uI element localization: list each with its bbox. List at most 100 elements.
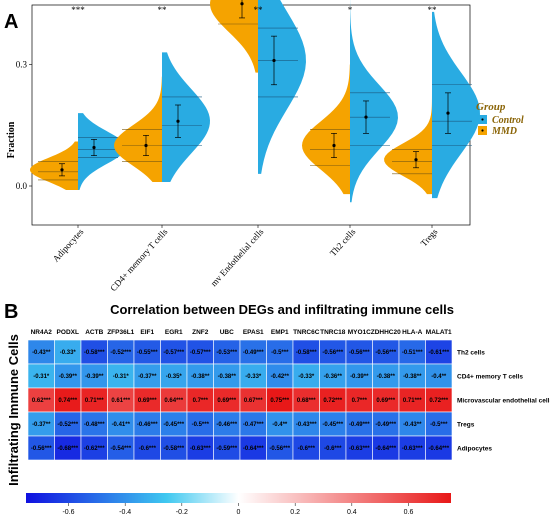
heatmap-row-labels: Th2 cells CD4+ memory T cells Microvascula… <box>457 350 550 453</box>
panel-a-label: A <box>4 11 18 33</box>
violin-group <box>302 0 398 203</box>
heatmap-cells: -0.43** -0.33* -0.58*** -0.52*** -0.55*** -0.… <box>27 339 453 461</box>
colorbar-tick-label: 0.2 <box>290 509 300 516</box>
mean-point <box>446 111 450 115</box>
heatmap-cell <box>80 339 108 365</box>
heatmap-cell <box>213 363 241 389</box>
heatmap-cell-label: 0.67*** <box>244 398 263 404</box>
heatmap-cell-label: -0.38** <box>218 374 237 380</box>
heatmap-cell <box>213 435 241 461</box>
heatmap-cell-label: -0.4** <box>431 374 447 380</box>
heatmap-cell <box>107 411 135 437</box>
heatmap-cell <box>54 387 82 413</box>
significance-label: ** <box>158 5 168 15</box>
heatmap-cell <box>425 435 453 461</box>
heatmap-cell-label: -0.61*** <box>428 350 449 356</box>
heatmap-row-label: Adipocytes <box>457 446 492 453</box>
heatmap-cell-label: -0.5*** <box>192 422 210 428</box>
heatmap-cell-label: 0.71*** <box>403 398 422 404</box>
colorbar-tick-label: 0.4 <box>347 509 357 516</box>
heatmap-cell-label: -0.47*** <box>243 422 264 428</box>
heatmap-cell <box>292 435 320 461</box>
heatmap-cell-label: 0.69*** <box>376 398 395 404</box>
heatmap-cell <box>80 363 108 389</box>
gene-column-label: MYO1C <box>348 329 371 336</box>
heatmap-cell <box>133 387 161 413</box>
violin-group <box>114 52 210 182</box>
mean-point <box>414 158 418 162</box>
heatmap-cell-label: -0.45*** <box>163 422 184 428</box>
heatmap-cell <box>319 435 347 461</box>
heatmap-cell-label: -0.31* <box>113 374 130 380</box>
gene-column-label: EGR1 <box>165 329 183 336</box>
legend-dot <box>481 129 484 132</box>
heatmap-cell <box>27 435 55 461</box>
y-tick-label: 0.0 <box>16 181 28 191</box>
heatmap-cell-label: -0.39** <box>59 374 78 380</box>
significance-label: ** <box>428 5 438 15</box>
heatmap-cell-label: -0.38** <box>403 374 422 380</box>
heatmap-cell <box>186 387 214 413</box>
heatmap-cell-label: 0.74*** <box>58 398 77 404</box>
heatmap-cell-label: 0.69*** <box>138 398 157 404</box>
panel-b-label: B <box>4 301 18 323</box>
gene-column-label: ZDHHC20 <box>371 329 401 336</box>
heatmap-cell-label: -0.64*** <box>428 446 449 452</box>
heatmap-title: Correlation between DEGs and infiltratin… <box>110 302 454 317</box>
heatmap-cell <box>186 339 214 365</box>
legend-title: Group <box>476 101 506 113</box>
legend: Group Control MMD <box>476 101 524 137</box>
mean-point <box>240 2 244 6</box>
heatmap-cell <box>133 435 161 461</box>
heatmap-cell-label: -0.41** <box>112 422 131 428</box>
heatmap-cell <box>54 339 82 365</box>
heatmap-cell-label: 0.71*** <box>85 398 104 404</box>
x-tick-label: Adipocytes <box>51 226 86 264</box>
heatmap-cell-label: 0.68*** <box>297 398 316 404</box>
heatmap-cell <box>292 339 320 365</box>
heatmap-row-label: Th2 cells <box>457 350 485 357</box>
mean-point <box>272 58 276 63</box>
heatmap-cell <box>186 363 214 389</box>
heatmap-cell-label: -0.43** <box>32 350 51 356</box>
heatmap-cell-label: 0.64*** <box>164 398 183 404</box>
heatmap-cell <box>266 363 294 389</box>
heatmap-cell-label: 0.72*** <box>429 398 448 404</box>
significance-marks: *** ** ** * ** <box>71 5 437 15</box>
violin-mmd <box>384 84 432 195</box>
heatmap-cell-label: 0.7*** <box>352 398 368 404</box>
heatmap-cell-label: -0.49*** <box>243 350 264 356</box>
violin-mmd <box>30 141 79 191</box>
gene-column-label: EIF1 <box>140 329 154 336</box>
mean-point <box>332 143 336 148</box>
heatmap-cell <box>372 339 400 365</box>
heatmap-cell-label: -0.64*** <box>375 446 396 452</box>
heatmap-cell <box>80 387 108 413</box>
heatmap-cell-label: 0.75*** <box>270 398 289 404</box>
heatmap-cell-label: -0.64*** <box>243 446 264 452</box>
mean-point <box>364 115 368 119</box>
heatmap-cell-label: -0.48*** <box>84 422 105 428</box>
heatmap-cell-label: -0.38** <box>377 374 396 380</box>
heatmap-cell <box>319 363 347 389</box>
heatmap-cell <box>54 435 82 461</box>
mean-point <box>144 143 148 148</box>
heatmap-cell-label: -0.63*** <box>349 446 370 452</box>
violin-group <box>384 11 480 199</box>
heatmap-cell-label: -0.51*** <box>402 350 423 356</box>
gene-column-label: EPAS1 <box>243 329 264 336</box>
heatmap-cell-label: -0.68*** <box>57 446 78 452</box>
x-axis: Adipocytes CD4+ memory T cells mv Endothel… <box>51 225 440 293</box>
legend-label-mmd: MMD <box>491 126 517 137</box>
heatmap-cell <box>160 339 188 365</box>
x-tick-label: Th2 cells <box>328 226 358 258</box>
heatmap-cell <box>372 363 400 389</box>
heatmap-cell-label: -0.58*** <box>296 350 317 356</box>
heatmap-cell <box>319 411 347 437</box>
heatmap-cell-label: -0.6*** <box>139 446 157 452</box>
heatmap-cell-label: -0.46*** <box>216 422 237 428</box>
gene-column-label: TNRC6C <box>293 329 320 336</box>
gene-column-label: NR4A2 <box>31 329 53 336</box>
